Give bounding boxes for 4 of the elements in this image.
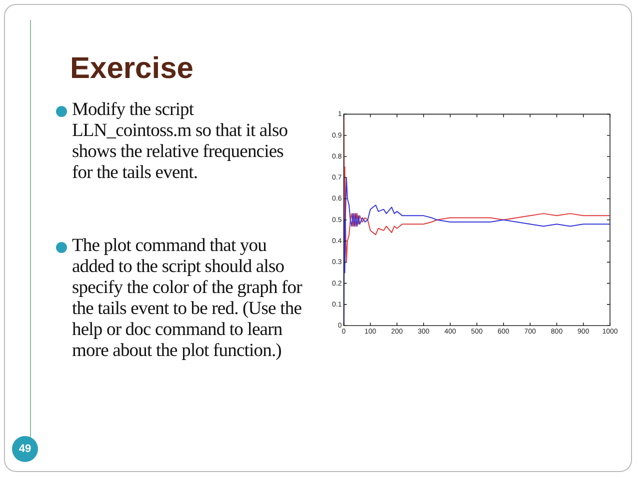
page-badge: 49	[12, 436, 38, 462]
chart-title: Exercise	[70, 52, 194, 86]
text: Modify the script LLN_cointoss.m so that it also shows the relative frequencies for the tails event.	[72, 100, 289, 184]
text: The plot command that you added to the script should also specify the color of the graph for the tails event to be red. (Use the help or doc command to learn more about the plot function.)	[72, 236, 304, 362]
